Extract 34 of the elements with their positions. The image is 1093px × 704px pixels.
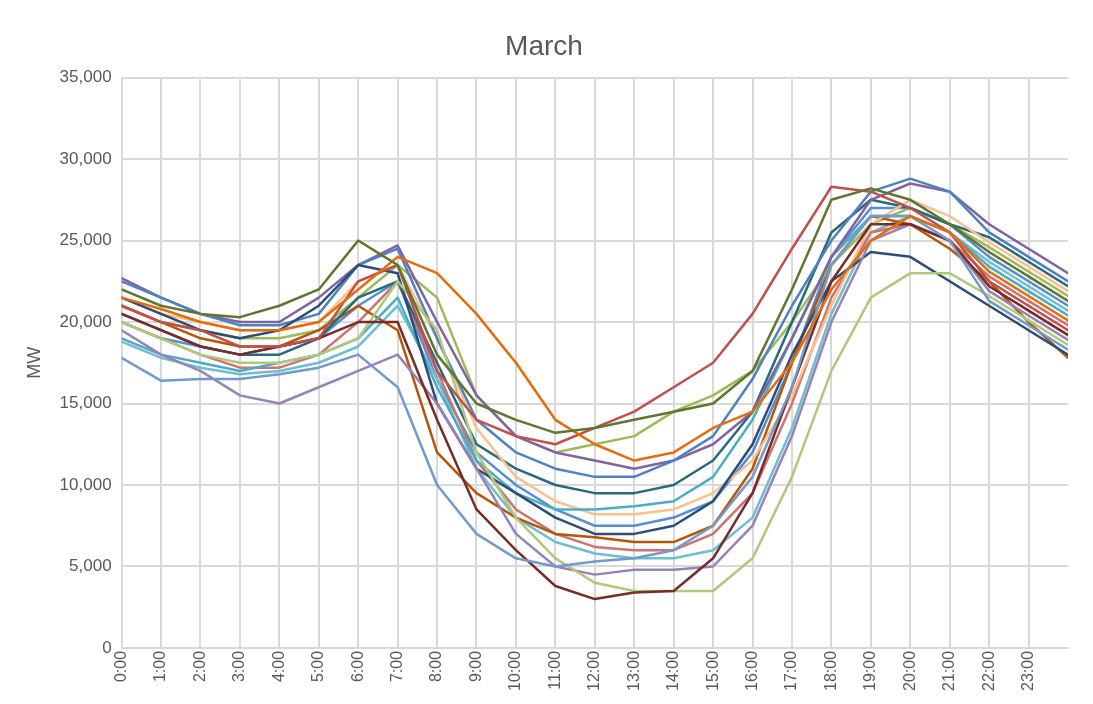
x-tick-label: 2:00 xyxy=(190,650,208,683)
chart-title: March xyxy=(505,29,583,61)
x-tick-label: 19:00 xyxy=(861,650,879,692)
x-tick-label: 7:00 xyxy=(388,650,406,683)
x-tick-label: 9:00 xyxy=(466,650,484,683)
y-axis-title: MW xyxy=(23,346,44,379)
x-tick-label: 4:00 xyxy=(269,650,287,683)
y-tick-label: 0 xyxy=(102,637,112,657)
x-tick-label: 22:00 xyxy=(979,650,997,692)
y-tick-label: 30,000 xyxy=(59,148,112,168)
x-tick-label: 8:00 xyxy=(427,650,445,683)
x-tick-label: 1:00 xyxy=(151,650,169,683)
x-tick-label: 15:00 xyxy=(703,650,721,692)
x-tick-label: 6:00 xyxy=(348,650,366,683)
x-tick-label: 10:00 xyxy=(506,650,524,692)
y-tick-label: 35,000 xyxy=(59,67,112,87)
x-tick-label: 12:00 xyxy=(585,650,603,692)
x-tick-label: 14:00 xyxy=(664,650,682,692)
x-tick-label: 11:00 xyxy=(545,650,563,690)
y-tick-label: 5,000 xyxy=(69,556,112,576)
y-tick-label: 20,000 xyxy=(59,311,112,331)
x-tick-label: 13:00 xyxy=(624,650,642,692)
x-tick-label: 17:00 xyxy=(782,650,800,692)
x-tick-label: 20:00 xyxy=(900,650,918,692)
y-tick-label: 25,000 xyxy=(59,230,112,250)
x-tick-label: 21:00 xyxy=(940,650,958,692)
x-tick-label: 5:00 xyxy=(309,650,327,683)
x-tick-label: 23:00 xyxy=(1018,650,1036,692)
x-tick-label: 3:00 xyxy=(230,650,248,683)
x-tick-label: 16:00 xyxy=(742,650,760,692)
y-tick-label: 15,000 xyxy=(59,393,112,413)
y-tick-label: 10,000 xyxy=(59,474,112,494)
x-tick-label: 0:00 xyxy=(112,650,129,683)
x-tick-label: 18:00 xyxy=(821,650,839,692)
